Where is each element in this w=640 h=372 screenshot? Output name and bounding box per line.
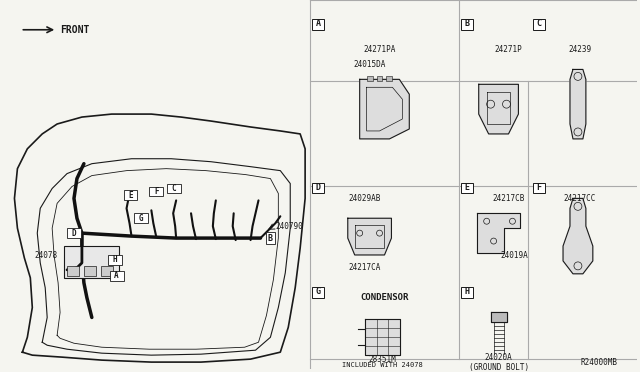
- Bar: [149, 186, 163, 196]
- Text: 24217CB: 24217CB: [492, 194, 525, 203]
- Text: 240790: 240790: [275, 222, 303, 231]
- Text: B: B: [268, 234, 273, 243]
- Text: 24029AB: 24029AB: [348, 194, 381, 203]
- Text: 24217CC: 24217CC: [564, 194, 596, 203]
- Bar: [533, 19, 545, 30]
- Bar: [134, 213, 148, 223]
- Polygon shape: [479, 84, 518, 134]
- Polygon shape: [491, 312, 506, 323]
- Bar: [533, 183, 545, 193]
- Bar: [108, 255, 122, 265]
- Bar: [387, 76, 392, 81]
- Text: 24015DA: 24015DA: [353, 60, 386, 69]
- Bar: [312, 287, 324, 298]
- Text: F: F: [154, 187, 159, 196]
- Text: 24217CA: 24217CA: [348, 263, 381, 272]
- Text: G: G: [316, 287, 321, 296]
- Text: C: C: [172, 184, 177, 193]
- Bar: [312, 183, 324, 193]
- Bar: [367, 76, 372, 81]
- Text: 24078: 24078: [34, 251, 57, 260]
- Text: A: A: [115, 271, 119, 280]
- Text: G: G: [139, 214, 144, 223]
- Text: 28351M: 28351M: [369, 355, 396, 363]
- Text: D: D: [316, 183, 321, 192]
- Bar: [109, 271, 124, 281]
- Text: 24271P: 24271P: [495, 45, 522, 54]
- Text: 24019A: 24019A: [500, 251, 528, 260]
- Polygon shape: [348, 218, 392, 255]
- Text: (GROUND BOLT): (GROUND BOLT): [468, 363, 529, 372]
- Bar: [312, 19, 324, 30]
- Text: H: H: [465, 287, 469, 296]
- Bar: [124, 190, 138, 201]
- Polygon shape: [570, 70, 586, 139]
- Text: 24020A: 24020A: [484, 353, 513, 362]
- Bar: [100, 266, 113, 276]
- Text: E: E: [128, 191, 133, 200]
- Text: E: E: [465, 183, 469, 192]
- Bar: [461, 183, 473, 193]
- Polygon shape: [563, 198, 593, 274]
- Polygon shape: [365, 320, 401, 355]
- Text: C: C: [537, 19, 541, 28]
- Bar: [376, 76, 383, 81]
- Polygon shape: [477, 213, 520, 253]
- Bar: [67, 228, 81, 238]
- Bar: [461, 287, 473, 298]
- Bar: [64, 246, 118, 278]
- Text: CONDENSOR: CONDENSOR: [360, 293, 409, 302]
- Text: D: D: [72, 229, 76, 238]
- Text: 24271PA: 24271PA: [364, 45, 396, 54]
- Bar: [461, 19, 473, 30]
- Bar: [67, 266, 79, 276]
- Text: A: A: [316, 19, 321, 28]
- Bar: [84, 266, 96, 276]
- Text: 24239: 24239: [568, 45, 591, 54]
- Text: R24000MB: R24000MB: [580, 357, 618, 366]
- Text: FRONT: FRONT: [60, 25, 90, 35]
- Text: H: H: [113, 256, 117, 264]
- Polygon shape: [360, 79, 410, 139]
- Text: B: B: [465, 19, 469, 28]
- Bar: [167, 183, 181, 193]
- Text: F: F: [537, 183, 541, 192]
- Text: INCLUDED WITH 24078: INCLUDED WITH 24078: [342, 362, 423, 368]
